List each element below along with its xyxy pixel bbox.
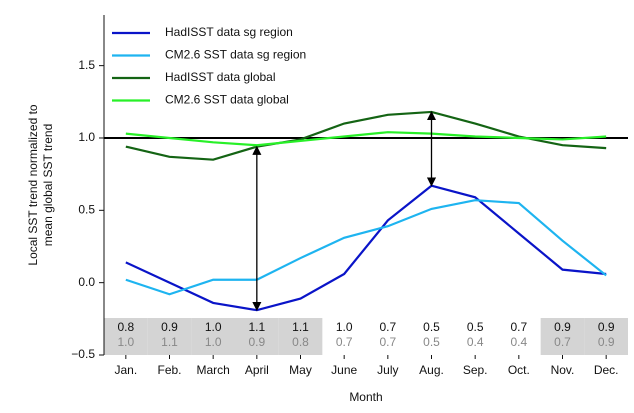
table-cell: 0.4 xyxy=(467,335,484,349)
table-cell: 0.7 xyxy=(379,335,396,349)
table-cell: 1.0 xyxy=(205,320,222,334)
legend-label: HadISST data global xyxy=(165,70,276,84)
table-cell: 0.7 xyxy=(336,335,353,349)
series-line xyxy=(125,184,607,312)
table-cell: 0.9 xyxy=(598,335,615,349)
y-tick-label: 1.5 xyxy=(78,58,95,72)
table-cell: 1.0 xyxy=(205,335,222,349)
x-tick-label: June xyxy=(331,363,357,377)
table-cell: 0.5 xyxy=(423,335,440,349)
table-cell: 0.7 xyxy=(379,320,396,334)
table-cell: 0.5 xyxy=(423,320,440,334)
table-cell: 0.9 xyxy=(554,320,571,334)
y-axis-label: Local SST trend normalized to xyxy=(26,104,40,266)
table-cell: 1.1 xyxy=(248,320,265,334)
table-cell: 0.8 xyxy=(292,335,309,349)
table-cell: 0.5 xyxy=(467,320,484,334)
table-cell: 0.7 xyxy=(554,335,571,349)
table-cell: 0.7 xyxy=(510,320,527,334)
table-cell: 1.0 xyxy=(336,320,353,334)
table-cell: 0.4 xyxy=(510,335,527,349)
x-tick-label: Oct. xyxy=(508,363,530,377)
table-shade xyxy=(584,318,628,355)
table-cell: 0.9 xyxy=(598,320,615,334)
y-tick-label: 1.0 xyxy=(78,130,95,144)
y-tick-label: 0.5 xyxy=(78,202,95,216)
table-cell: 1.0 xyxy=(117,335,134,349)
series-line xyxy=(125,199,607,296)
x-axis-label: Month xyxy=(349,390,382,404)
table-shade xyxy=(147,318,192,355)
x-tick-label: March xyxy=(196,363,229,377)
series-line xyxy=(125,131,607,147)
table-shade xyxy=(191,318,235,355)
legend-label: CM2.6 SST data sg region xyxy=(165,48,306,62)
table-cell: 1.1 xyxy=(292,320,309,334)
legend-label: HadISST data sg region xyxy=(165,25,293,39)
x-tick-label: Nov. xyxy=(551,363,575,377)
x-tick-label: Jan. xyxy=(114,363,137,377)
table-cell: 1.1 xyxy=(161,335,178,349)
legend-label: CM2.6 SST data global xyxy=(165,93,289,107)
y-tick-label: −0.5 xyxy=(71,347,95,361)
y-axis-label: mean global SST trend xyxy=(41,124,55,247)
y-tick-label: 0.0 xyxy=(78,275,95,289)
x-tick-label: July xyxy=(377,363,398,377)
series-line xyxy=(125,110,607,161)
x-tick-label: Aug. xyxy=(419,363,444,377)
table-shade xyxy=(104,318,148,355)
x-tick-label: April xyxy=(245,363,269,377)
table-shade xyxy=(278,318,323,355)
table-cell: 0.8 xyxy=(117,320,134,334)
table-shade xyxy=(540,318,585,355)
x-tick-label: Feb. xyxy=(157,363,181,377)
x-tick-label: May xyxy=(289,363,312,377)
x-tick-label: Dec. xyxy=(594,363,619,377)
table-shade xyxy=(235,318,279,355)
x-tick-label: Sep. xyxy=(463,363,488,377)
table-cell: 0.9 xyxy=(161,320,178,334)
table-cell: 0.9 xyxy=(248,335,265,349)
